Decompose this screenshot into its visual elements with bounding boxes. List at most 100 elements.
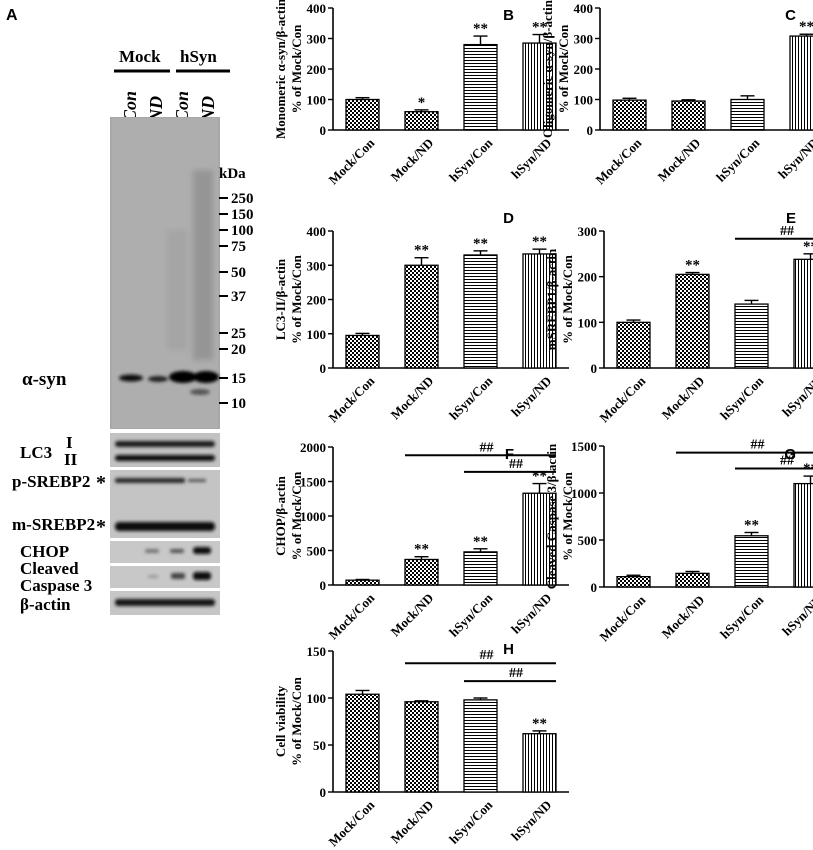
bar-f-2 xyxy=(404,558,439,586)
y-tick-label-b: 0 xyxy=(320,123,327,138)
y-tick-label-b: 400 xyxy=(307,1,327,16)
x-tick-label-b: hSyn/Con xyxy=(446,135,496,185)
y-tick-label-b: 200 xyxy=(307,62,327,77)
group-label-hsyn: hSyn xyxy=(180,47,217,66)
y-axis-label-e: mSREBP1/β-actin xyxy=(544,248,559,350)
bar-c-2 xyxy=(671,100,706,131)
x-tick-label-h: hSyn/Con xyxy=(446,797,496,847)
y-axis-label-h: Cell viability xyxy=(273,685,288,757)
marker-25: 25 xyxy=(231,326,246,342)
bar-c-3 xyxy=(730,98,765,131)
y-axis-label-g: % of Mock/Con xyxy=(560,471,575,561)
y-tick-label-d: 200 xyxy=(307,293,327,308)
y-tick-label-b: 300 xyxy=(307,32,327,47)
bar-g-2 xyxy=(675,572,710,588)
bar-b-2 xyxy=(404,111,439,131)
bar-d-3 xyxy=(463,254,498,369)
significance-g: ** xyxy=(744,517,759,533)
bracket-label-f: ## xyxy=(509,457,523,472)
marker-37: 37 xyxy=(231,289,247,305)
bracket-label-e: ## xyxy=(780,224,794,239)
y-axis-label-h: % of Mock/Con xyxy=(289,676,304,766)
group-label-mock: Mock xyxy=(119,47,161,66)
x-tick-label-e: hSyn/ND xyxy=(779,373,813,419)
bracket-label-g: ## xyxy=(780,454,794,469)
x-tick-label-e: hSyn/Con xyxy=(717,373,767,423)
y-tick-label-d: 0 xyxy=(320,361,327,376)
significance-d: ** xyxy=(473,236,488,252)
y-axis-label-c: Oligomeric α-syn/β-actin xyxy=(540,0,555,138)
x-tick-label-d: hSyn/ND xyxy=(508,373,554,419)
panel-label-e: E xyxy=(786,210,796,227)
label-cleaved: Cleaved xyxy=(20,559,79,578)
x-tick-label-h: Mock/ND xyxy=(387,797,436,846)
y-axis-label-b: Monomeric α-syn/β-actin xyxy=(273,0,288,139)
bar-e-3 xyxy=(734,303,769,369)
marker-50: 50 xyxy=(231,265,246,281)
y-tick-label-e: 200 xyxy=(578,270,598,285)
bar-d-1 xyxy=(345,334,380,369)
y-tick-label-g: 0 xyxy=(591,580,598,595)
y-axis-label-e: % of Mock/Con xyxy=(560,254,575,344)
label-lc3-ii: II xyxy=(64,450,78,469)
y-tick-label-c: 100 xyxy=(574,93,594,108)
x-tick-label-b: hSyn/ND xyxy=(508,135,554,181)
bar-b-3 xyxy=(463,43,498,131)
label-bactin: β-actin xyxy=(20,595,71,614)
panel-label-h: H xyxy=(503,641,514,658)
y-tick-label-f: 0 xyxy=(320,578,327,593)
lane-label-1: Con xyxy=(120,91,140,122)
label-p-srebp2: p-SREBP2 xyxy=(12,472,90,491)
significance-e: ** xyxy=(803,239,813,255)
y-axis-label-g: Cleaved Caspase 3/β-actin xyxy=(544,443,559,589)
bar-e-1 xyxy=(616,321,651,369)
x-tick-label-b: Mock/Con xyxy=(325,135,378,188)
y-tick-label-b: 100 xyxy=(307,93,327,108)
label-m-srebp2: m-SREBP2 xyxy=(12,515,95,534)
significance-b: ** xyxy=(473,21,488,37)
y-axis-label-b: % of Mock/Con xyxy=(289,24,304,114)
y-tick-label-e: 300 xyxy=(578,224,598,239)
x-tick-label-d: Mock/Con xyxy=(325,373,378,426)
bar-b-1 xyxy=(345,98,380,131)
x-tick-label-e: Mock/Con xyxy=(596,373,649,426)
label-asyn: α-syn xyxy=(22,369,67,390)
star-m-srebp2: * xyxy=(96,516,106,538)
bar-e-2 xyxy=(675,273,710,369)
x-tick-label-g: Mock/Con xyxy=(596,592,649,645)
marker-150: 150 xyxy=(231,207,254,223)
marker-250: 250 xyxy=(231,191,254,207)
bracket-label-g: ## xyxy=(751,438,765,453)
x-tick-label-d: hSyn/Con xyxy=(446,373,496,423)
y-tick-label-f: 500 xyxy=(307,544,327,559)
bracket-label-h: ## xyxy=(509,666,523,681)
x-tick-label-h: hSyn/ND xyxy=(508,797,554,843)
bar-f-1 xyxy=(345,579,380,586)
marker-100: 100 xyxy=(231,223,254,239)
hsyn-nd-smear xyxy=(167,170,213,360)
x-tick-label-f: Mock/Con xyxy=(325,590,378,643)
bracket-label-h: ## xyxy=(480,648,494,663)
bar-g-3 xyxy=(734,535,769,588)
lc3-blot-strip xyxy=(110,433,220,467)
y-tick-label-g: 1500 xyxy=(571,439,597,454)
marker-15: 15 xyxy=(231,371,246,387)
bar-g-4 xyxy=(793,482,813,588)
bar-b-4 xyxy=(522,42,557,131)
kda-label: kDa xyxy=(219,166,246,182)
caspase3-blot-strip xyxy=(110,566,220,588)
significance-d: ** xyxy=(414,243,429,259)
panel-label-b: B xyxy=(503,7,514,24)
asyn-bands xyxy=(119,371,219,395)
bar-g-1 xyxy=(616,576,651,588)
bar-h-2 xyxy=(404,701,439,793)
x-tick-label-e: Mock/ND xyxy=(658,373,707,422)
x-tick-label-g: hSyn/Con xyxy=(717,592,767,642)
y-axis-label-c: % of Mock/Con xyxy=(556,24,571,114)
y-axis-label-d: % of Mock/Con xyxy=(289,254,304,344)
bar-h-4 xyxy=(522,733,557,793)
panel-label-a: A xyxy=(6,7,18,24)
bar-d-2 xyxy=(404,264,439,369)
x-tick-label-c: hSyn/Con xyxy=(713,135,763,185)
lane-label-2: ND xyxy=(146,96,166,123)
